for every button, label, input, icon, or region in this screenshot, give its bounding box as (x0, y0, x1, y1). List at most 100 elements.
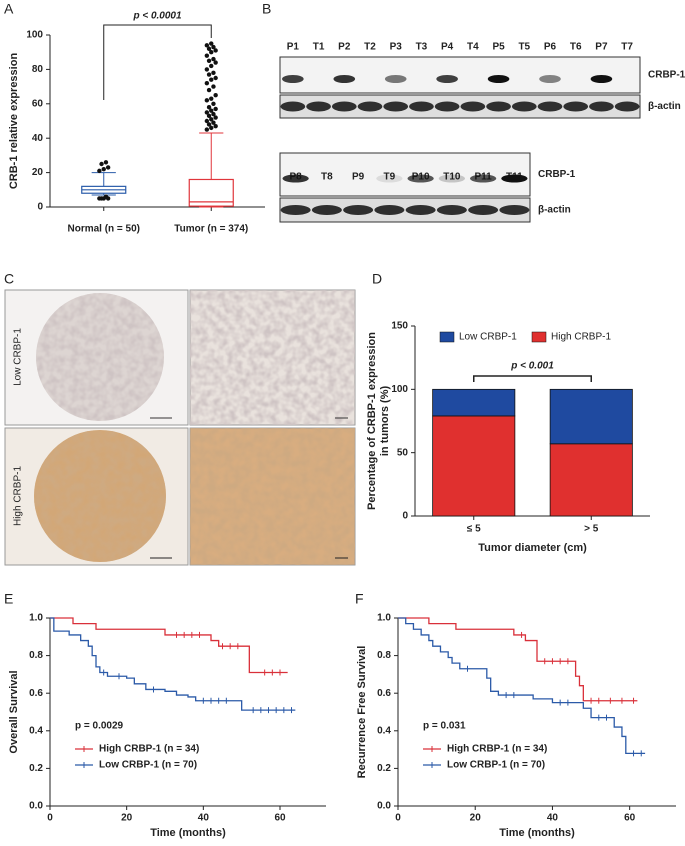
x-axis-label: Tumor diameter (cm) (478, 542, 587, 554)
band (280, 205, 311, 215)
band (487, 75, 510, 83)
outlier (211, 84, 216, 89)
outlier (206, 87, 212, 93)
band (436, 75, 458, 83)
outlier (206, 113, 212, 119)
outlier (209, 125, 214, 131)
lane-label: P1 (287, 42, 300, 53)
outlier (105, 165, 111, 170)
x-axis-label: Time (months) (150, 827, 226, 839)
outlier (204, 118, 210, 124)
outlier (97, 168, 102, 174)
band (460, 101, 486, 112)
panel-label: B (262, 1, 271, 17)
bar-segment (549, 443, 633, 517)
outlier (213, 106, 218, 112)
band (333, 75, 356, 83)
survival-curve (50, 617, 296, 711)
x-tick-label: 60 (274, 813, 286, 824)
x-tick-label: Normal (n = 50) (67, 224, 140, 235)
y-tick-label: 150 (391, 321, 408, 332)
outlier (213, 115, 218, 120)
y-tick-label: 0.0 (29, 801, 43, 812)
band (343, 205, 374, 215)
ihc-texture (36, 293, 164, 421)
x-tick-label: Tumor (n = 374) (174, 224, 248, 235)
band (357, 101, 383, 112)
band (614, 101, 640, 112)
y-tick-label: 0.2 (377, 763, 391, 774)
band (405, 205, 436, 215)
outlier (213, 48, 218, 53)
outlier (213, 60, 218, 65)
legend-label: Low CRBP-1 (459, 332, 517, 343)
lane-label: T2 (364, 42, 376, 53)
outlier (204, 43, 210, 48)
band (331, 101, 357, 112)
lane-label: T9 (384, 172, 396, 183)
band-label: CRBP-1 (648, 70, 685, 81)
lane-label: T10 (443, 172, 461, 183)
band (384, 75, 407, 83)
y-tick-label: 0.8 (377, 650, 391, 661)
panel-label: F (355, 591, 364, 607)
band (311, 205, 342, 215)
outlier (206, 72, 212, 77)
blot-panel (279, 152, 531, 197)
y-tick-label: 0.2 (29, 763, 43, 774)
legend-label: Low CRBP-1 (n = 70) (447, 760, 545, 771)
bar-segment (432, 388, 516, 417)
panel-label: C (4, 271, 14, 287)
x-tick-label: 40 (547, 813, 559, 824)
outlier (204, 110, 210, 115)
y-tick-label: 60 (32, 98, 44, 109)
band (563, 101, 589, 112)
band (511, 101, 537, 112)
outlier (209, 63, 214, 69)
annotation: p < 0.0001 (132, 11, 182, 22)
band-label: β-actin (648, 101, 681, 112)
outlier (211, 70, 216, 76)
y-tick-label: 0 (402, 511, 408, 522)
band (280, 101, 306, 112)
band (282, 174, 309, 183)
legend-label: Low CRBP-1 (n = 70) (99, 760, 197, 771)
outlier (209, 50, 214, 55)
outlier (209, 77, 214, 82)
survival-curve (398, 617, 638, 702)
outlier (103, 194, 109, 199)
lane-label: T5 (518, 42, 530, 53)
outlier (204, 98, 210, 103)
band (407, 174, 434, 183)
outlier (99, 161, 104, 167)
x-tick-label: 40 (198, 813, 210, 824)
y-tick-label: 0.6 (377, 688, 391, 699)
y-axis-label: Recurrence Free Survival (356, 646, 368, 779)
survival-curve (50, 617, 288, 674)
panel-label: D (372, 271, 382, 287)
outlier (206, 58, 212, 63)
annotation: p < 0.001 (510, 361, 554, 372)
outlier (209, 41, 214, 46)
ihc-texture (190, 290, 355, 425)
band (590, 75, 613, 83)
lane-label: T7 (621, 42, 633, 53)
band (470, 174, 497, 183)
band (589, 101, 614, 112)
band (438, 174, 465, 183)
x-tick-label: 20 (121, 813, 133, 824)
significance-bracket (103, 24, 212, 100)
outlier (209, 96, 214, 101)
lane-label: T3 (416, 42, 428, 53)
band (501, 174, 528, 183)
y-axis-label: Percentage of CRBP-1 expression (366, 332, 378, 510)
legend-swatch (531, 331, 547, 343)
y-tick-label: 50 (397, 447, 409, 458)
lane-label: P5 (492, 42, 505, 53)
y-axis-label: in tumors (%) (379, 386, 391, 457)
y-tick-label: 0.4 (29, 725, 43, 736)
outlier (213, 75, 218, 81)
outlier (209, 117, 214, 122)
y-tick-label: 0.4 (377, 725, 391, 736)
ihc-texture (190, 428, 355, 565)
